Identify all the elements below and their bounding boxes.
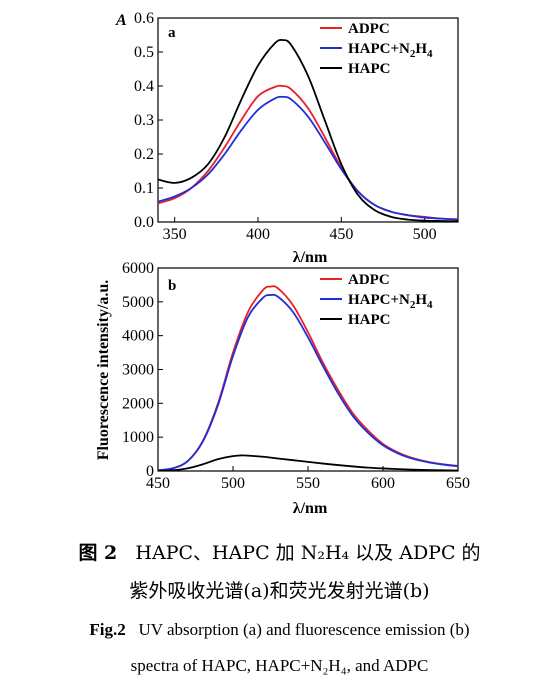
panel-label-b: b bbox=[168, 278, 176, 294]
panel-b-series bbox=[158, 285, 458, 471]
legend-label: HAPC+N2H4 bbox=[348, 41, 433, 60]
y-tick-label: 0.4 bbox=[134, 78, 154, 95]
caption-en-line-2: spectra of HAPC, HAPC+N₂H₄, and ADPC bbox=[0, 656, 559, 676]
caption-en-line-1: Fig.2 UV absorption (a) and fluorescence… bbox=[0, 620, 559, 640]
y-tick-label: 2000 bbox=[122, 395, 154, 412]
y-tick-label: 4000 bbox=[122, 328, 154, 345]
y-tick-label: 0.2 bbox=[134, 146, 154, 163]
panel-b-y-ticks: 0 1000 2000 3000 4000 5000 6000 bbox=[122, 260, 163, 480]
legend-label: ADPC bbox=[348, 21, 390, 37]
panel-b-x-ticks: 450 500 550 600 650 bbox=[146, 466, 470, 492]
figure-canvas: A 350 400 450 500 0.0 0.1 0.2 0.3 0.4 0.5 0.6 a A… bbox=[95, 10, 470, 517]
series-line-hapc bbox=[158, 454, 458, 471]
panel-a-x-ticks: 350 400 450 500 bbox=[163, 217, 437, 243]
y-axis-title-a: A bbox=[115, 12, 127, 29]
caption-zh-line-1: 图 2 HAPC、HAPC 加 N₂H₄ 以及 ADPC 的 bbox=[0, 538, 559, 565]
x-tick-label: 650 bbox=[446, 475, 470, 492]
caption-zh-text-2: 紫外吸收光谱(a)和荧光发射光谱(b) bbox=[129, 580, 430, 602]
caption-zh-label: 图 2 bbox=[78, 542, 118, 564]
x-axis-title-a: λ/nm bbox=[293, 249, 328, 266]
x-tick-label: 500 bbox=[413, 226, 437, 243]
panel-label-a: a bbox=[168, 25, 176, 41]
chart-panel-a: A 350 400 450 500 0.0 0.1 0.2 0.3 0.4 0.5 0.6 a A… bbox=[115, 10, 459, 243]
x-tick-label: 400 bbox=[246, 226, 270, 243]
series-line-adpc bbox=[158, 84, 458, 221]
y-tick-label: 0.3 bbox=[134, 112, 154, 129]
legend-label: ADPC bbox=[348, 272, 390, 288]
caption-en-text-1: UV absorption (a) and fluorescence emiss… bbox=[138, 620, 470, 639]
chart-panel-b: Fluorescence intensity/a.u. 450 500 550 600… bbox=[95, 260, 470, 517]
y-tick-label: 6000 bbox=[122, 260, 154, 277]
caption-en-text-2: spectra of HAPC, HAPC+N₂H₄, and ADPC bbox=[130, 656, 429, 675]
series-line-hapc-n2h4 bbox=[158, 95, 458, 221]
y-tick-label: 0 bbox=[146, 463, 154, 480]
caption-zh-line-2: 紫外吸收光谱(a)和荧光发射光谱(b) bbox=[0, 576, 559, 603]
y-axis-title-b: Fluorescence intensity/a.u. bbox=[95, 280, 112, 461]
series-line-hapc bbox=[158, 39, 458, 222]
panel-a-y-ticks: 0.0 0.1 0.2 0.3 0.4 0.5 0.6 bbox=[134, 10, 163, 231]
x-tick-label: 450 bbox=[146, 475, 170, 492]
caption-zh-text-1: HAPC、HAPC 加 N₂H₄ 以及 ADPC 的 bbox=[135, 542, 481, 564]
x-tick-label: 350 bbox=[163, 226, 187, 243]
y-tick-label: 3000 bbox=[122, 362, 154, 379]
y-tick-label: 5000 bbox=[122, 294, 154, 311]
y-tick-label: 1000 bbox=[122, 429, 154, 446]
x-tick-label: 500 bbox=[221, 475, 245, 492]
caption-en-label: Fig.2 bbox=[89, 620, 126, 639]
panel-a-series bbox=[158, 39, 458, 222]
x-axis-title-b: λ/nm bbox=[293, 500, 328, 517]
legend-label: HAPC bbox=[348, 61, 391, 77]
x-tick-label: 450 bbox=[329, 226, 353, 243]
y-tick-label: 0.5 bbox=[134, 44, 154, 61]
y-tick-label: 0.1 bbox=[134, 180, 154, 197]
y-tick-label: 0.6 bbox=[134, 10, 154, 27]
legend-label: HAPC+N2H4 bbox=[348, 292, 433, 311]
x-tick-label: 550 bbox=[296, 475, 320, 492]
legend-label: HAPC bbox=[348, 312, 391, 328]
series-line-hapc-n2h4 bbox=[158, 293, 458, 471]
x-tick-label: 600 bbox=[371, 475, 395, 492]
y-tick-label: 0.0 bbox=[134, 214, 154, 231]
